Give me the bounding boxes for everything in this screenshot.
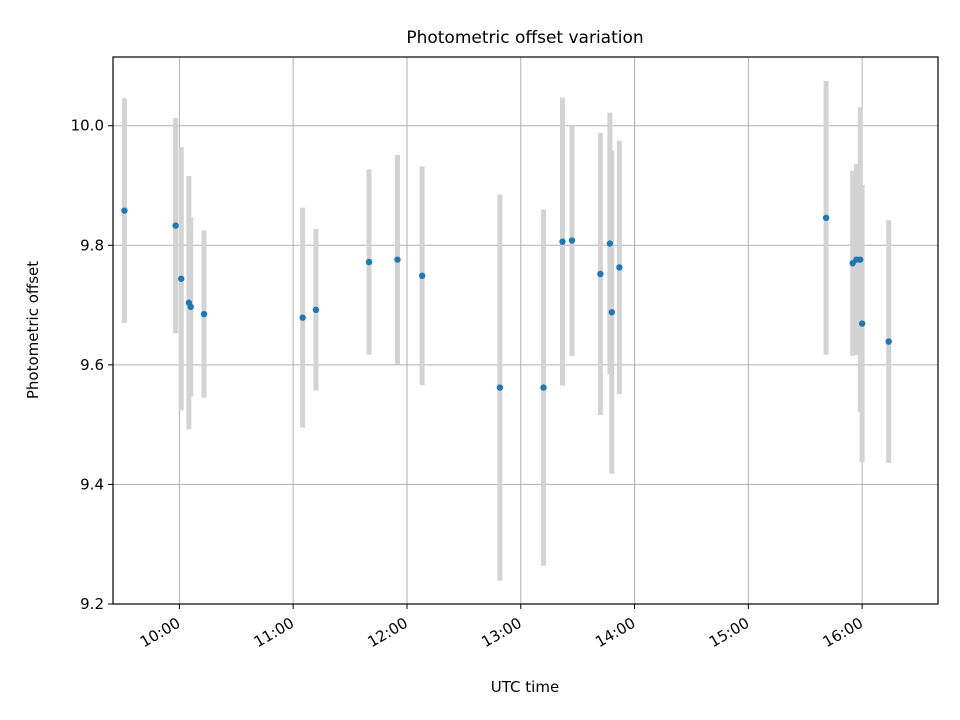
data-point (540, 384, 547, 391)
plot-area-frame (112, 56, 939, 605)
data-point (299, 314, 306, 321)
data-point (559, 238, 566, 245)
data-point (418, 272, 426, 279)
data-point (178, 275, 185, 282)
y-tick-label: 9.4 (80, 475, 104, 493)
y-axis: 9.2 9.4 9.6 9.8 10.0 (71, 117, 113, 613)
y-tick-label: 9.2 (80, 595, 104, 613)
data-point (121, 207, 128, 214)
data-point (857, 256, 864, 263)
data-point (822, 214, 830, 222)
data-point (885, 338, 892, 345)
y-tick-label: 9.8 (80, 236, 104, 254)
y-tick-label: 10.0 (71, 117, 104, 135)
data-point (608, 309, 615, 316)
data-point (597, 270, 604, 278)
grid-lines (113, 57, 938, 605)
x-axis-label: UTC time (491, 678, 559, 696)
y-tick-label: 9.6 (80, 356, 104, 374)
chart-title: Photometric offset variation (406, 28, 643, 48)
data-point (187, 303, 194, 311)
data-point (606, 240, 614, 247)
data-point (858, 320, 866, 327)
data-point (568, 237, 576, 244)
data-point (394, 256, 401, 263)
data-point (172, 222, 179, 229)
data-points (121, 207, 892, 391)
data-point (616, 264, 623, 271)
data-point (312, 306, 320, 314)
data-point (200, 310, 208, 318)
y-axis-label: Photometric offset (24, 261, 42, 399)
data-point (496, 384, 504, 391)
data-point (365, 258, 373, 266)
